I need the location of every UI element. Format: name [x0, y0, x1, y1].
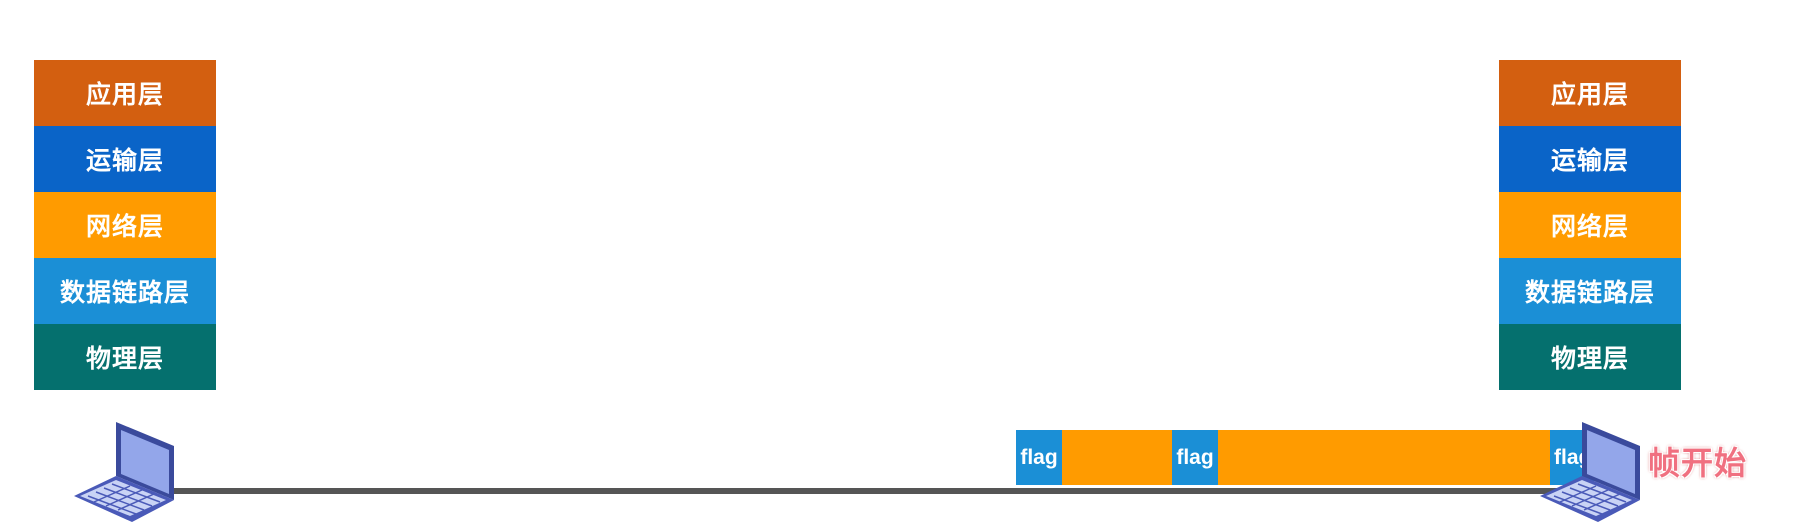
right-layer-network: 网络层	[1499, 192, 1681, 258]
left-layer-physical: 物理层	[34, 324, 216, 390]
left-protocol-stack: 应用层 运输层 网络层 数据链路层 物理层	[34, 60, 216, 390]
frame-data-1	[1062, 430, 1172, 485]
right-layer-datalink: 数据链路层	[1499, 258, 1681, 324]
transmission-link	[165, 488, 1560, 494]
frame-stream: flag flag flag	[1016, 430, 1594, 485]
left-layer-datalink: 数据链路层	[34, 258, 216, 324]
frame-data-2	[1218, 430, 1550, 485]
frame-flag-2: flag	[1172, 430, 1218, 485]
right-layer-physical: 物理层	[1499, 324, 1681, 390]
right-host-laptop-icon	[1540, 422, 1640, 522]
left-layer-transport: 运输层	[34, 126, 216, 192]
frame-flag-1: flag	[1016, 430, 1062, 485]
frame-start-caption: 帧开始	[1648, 444, 1748, 482]
right-layer-application: 应用层	[1499, 60, 1681, 126]
left-layer-network: 网络层	[34, 192, 216, 258]
right-layer-transport: 运输层	[1499, 126, 1681, 192]
left-layer-application: 应用层	[34, 60, 216, 126]
left-host-laptop-icon	[74, 422, 174, 522]
right-protocol-stack: 应用层 运输层 网络层 数据链路层 物理层	[1499, 60, 1681, 390]
